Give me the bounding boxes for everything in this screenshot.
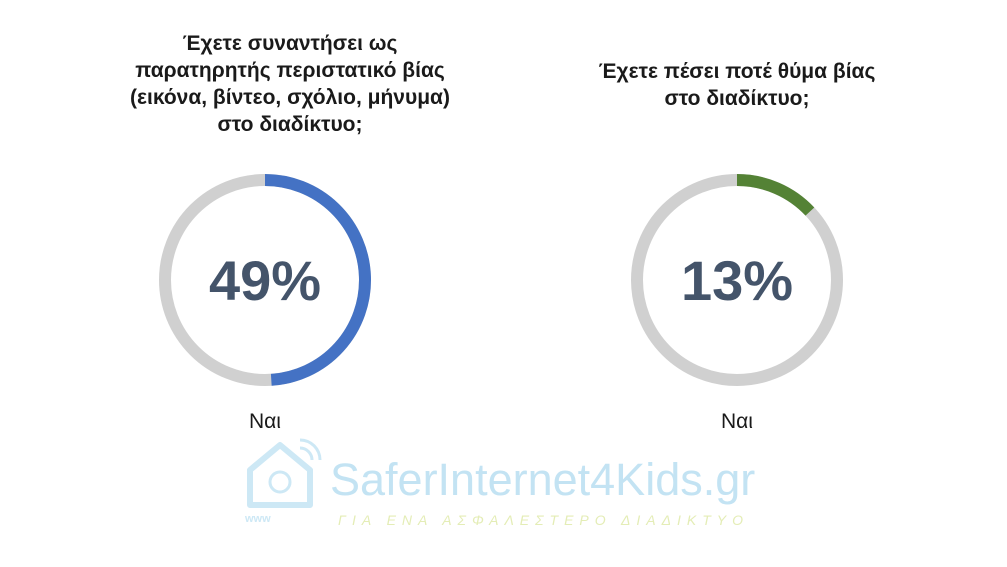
watermark-brand: SaferInternet4Kids.gr: [330, 454, 755, 505]
watermark-icon: [247, 438, 322, 508]
value-label: 49%: [209, 249, 321, 312]
donut-arc: [736, 174, 815, 216]
watermark-tagline: ΓΙΑ ΕΝΑ ΑΣΦΑΛΕΣΤΕΡΟ ΔΙΑΔΙΚΤΥΟ: [338, 512, 749, 528]
chart-title: Έχετε συναντήσει ως παρατηρητής περιστατ…: [130, 32, 450, 136]
value-label: 13%: [681, 249, 793, 312]
category-label: Ναι: [249, 410, 281, 433]
chart-title: Έχετε πέσει ποτέ θύμα βίας στο διαδίκτυο…: [598, 60, 876, 110]
category-label: Ναι: [721, 410, 753, 433]
donut-arc: [264, 174, 371, 386]
watermark-www: www: [244, 513, 271, 525]
